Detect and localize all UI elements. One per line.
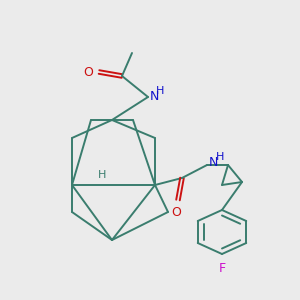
- Text: N: N: [209, 157, 218, 169]
- Text: O: O: [171, 206, 181, 219]
- Text: O: O: [83, 65, 93, 79]
- Text: N: N: [150, 91, 159, 103]
- Text: H: H: [216, 152, 224, 162]
- Text: H: H: [156, 86, 164, 96]
- Text: H: H: [98, 170, 106, 180]
- Text: F: F: [218, 262, 226, 275]
